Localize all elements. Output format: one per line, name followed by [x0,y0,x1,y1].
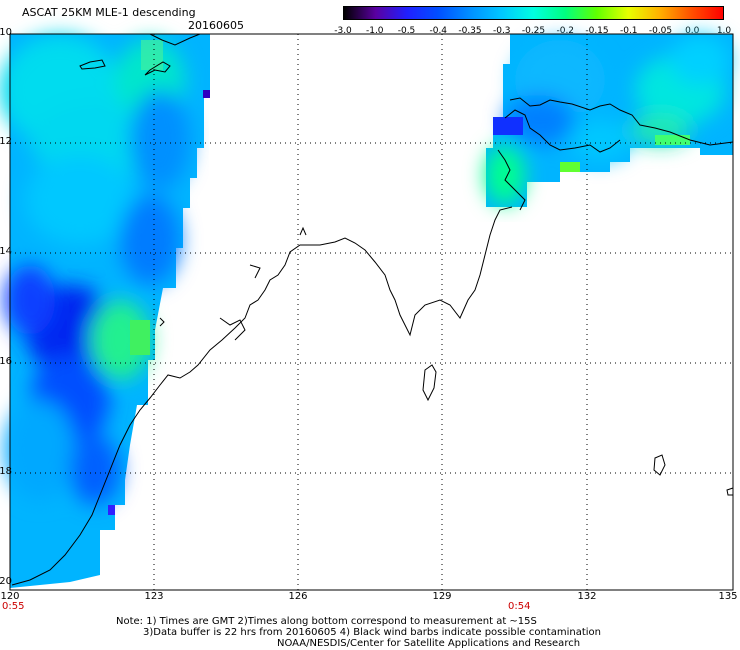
coastline [11,33,734,586]
colorbar-tick-label: -3.0 [334,26,352,36]
colorbar-tick-label: -0.1 [619,26,638,36]
colorbar-tick-label: -0.25 [521,26,546,36]
lon-label-120: 120 [0,591,20,602]
lat-label-14: -14 [0,246,12,257]
footer-note-3: NOAA/NESDIS/Center for Satellite Applica… [277,638,581,649]
colorbar-tick-label: -0.15 [585,26,609,36]
colorbar-tick-label: -0.2 [556,26,575,36]
map-date: 20160605 [188,19,244,32]
colorbar-tick-label: 0.0 [685,26,700,36]
colorbar-tick-label: -1.0 [365,26,384,36]
lat-label-12: -12 [0,136,12,147]
time-label-east: 0:54 [508,601,531,612]
colorbar-tick-label: -0.4 [429,26,448,36]
colorbar-tick-label: -0.3 [492,26,511,36]
lon-label-129: 129 [432,591,452,602]
lat-label-20: -20 [0,576,12,587]
lon-label-123: 123 [144,591,164,602]
footer-note-1: Note: 1) Times are GMT 2)Times along bot… [116,616,537,627]
west-data-swath [0,34,210,588]
colorbar-tick-label: 1.0 [716,26,732,36]
colorbar [343,6,724,20]
lat-label-16: -16 [0,356,12,367]
colorbar-tick-label: -0.5 [397,26,416,36]
lat-label-18: -18 [0,466,12,477]
east-data-swath [485,34,733,207]
lon-label-135: 135 [718,591,738,602]
colorbar-tick-label: -0.05 [648,26,673,36]
map-frame [9,33,734,591]
footer-note-2: 3)Data buffer is 22 hrs from 20160605 4)… [143,627,601,638]
time-label-west: 0:55 [2,601,25,612]
lon-label-132: 132 [577,591,597,602]
lon-label-126: 126 [288,591,308,602]
map-title: ASCAT 25KM MLE-1 descending [22,6,196,19]
colorbar-tick-label: -0.35 [458,26,482,36]
lat-label-10: -10 [0,27,12,38]
